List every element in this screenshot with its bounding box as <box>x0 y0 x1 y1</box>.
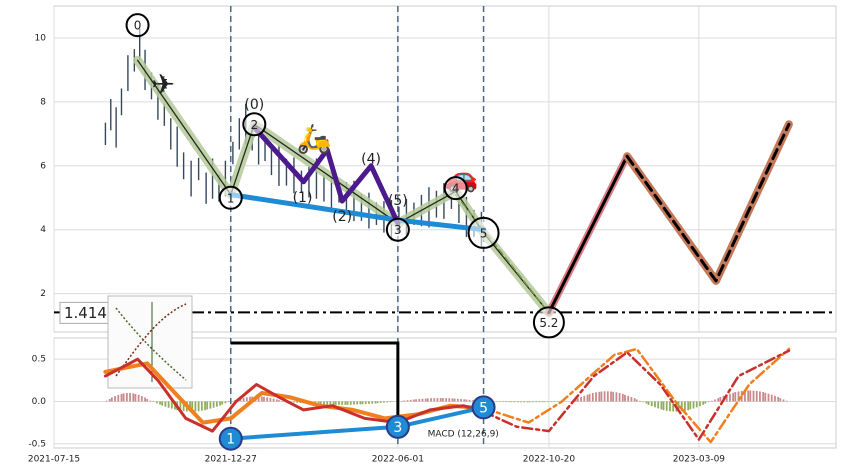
price-y-tick-label: 4 <box>40 225 46 235</box>
macd-marker <box>385 414 410 439</box>
wave-marker-label: 4 <box>452 182 460 196</box>
price-y-tick-label: 6 <box>40 161 46 171</box>
wave-marker <box>385 217 410 242</box>
level-label: 1.4140 <box>64 304 117 322</box>
macd-marker <box>471 395 496 420</box>
price-y-tick-label: 8 <box>40 97 46 107</box>
x-tick-label: 2023-03-09 <box>673 455 726 465</box>
wave-marker-label: 3 <box>394 223 402 237</box>
price-axes-frame <box>53 5 837 333</box>
x-tick-label: 2022-06-01 <box>372 455 424 465</box>
projection-brown-dash <box>625 122 791 283</box>
macd-projection <box>482 349 791 441</box>
price-y-tick-label: 10 <box>35 33 47 43</box>
wave-marker <box>443 176 468 201</box>
macd-marker-label: 5 <box>479 400 488 416</box>
wave-marker-label: 0 <box>134 19 142 33</box>
x-tick-label: 2021-07-15 <box>28 455 80 465</box>
wave-label: (0) <box>244 97 264 113</box>
macd-y-tick-label: 0.5 <box>32 355 46 365</box>
wave-marker <box>125 13 150 38</box>
signal-projection <box>482 347 791 444</box>
x-tick-label: 2021-12-27 <box>205 455 257 465</box>
inset-curve-brown <box>115 303 187 377</box>
wave-marker-label: 2 <box>251 118 259 132</box>
wave-marker <box>532 306 565 339</box>
price-y-tick-label: 2 <box>40 289 46 299</box>
projection-red-core <box>547 154 629 315</box>
wave-label: (1) <box>293 190 313 206</box>
wave-marker <box>467 216 500 249</box>
macd-label: MACD (12,26,9) <box>428 430 499 440</box>
macd-marker <box>218 426 243 451</box>
wave-marker-label: 5 <box>480 226 488 240</box>
wave-label: (5) <box>388 193 408 209</box>
connector-arrow <box>230 341 400 421</box>
x-tick-label: 2022-10-20 <box>523 455 576 465</box>
wave-marker <box>218 185 243 210</box>
macd-line <box>103 357 486 433</box>
dashed-green-line <box>454 193 550 314</box>
wave-label: (2) <box>332 209 352 225</box>
inset-curve-green <box>115 307 187 381</box>
scooter-icon: 🛵 <box>297 122 332 155</box>
wave-label: (4) <box>361 151 381 167</box>
macd-marker-label: 3 <box>393 420 402 436</box>
macd-y-tick-label: -0.5 <box>28 439 46 449</box>
macd-marker-label: 1 <box>226 432 235 448</box>
wave-marker-label: 1 <box>227 191 235 205</box>
impulse-path <box>251 125 401 226</box>
macd-y-tick-label: 0.0 <box>32 397 47 407</box>
wave-marker-label: 5.2 <box>539 316 558 330</box>
airplane-icon: ✈ <box>152 68 175 101</box>
wave-marker <box>242 112 267 137</box>
